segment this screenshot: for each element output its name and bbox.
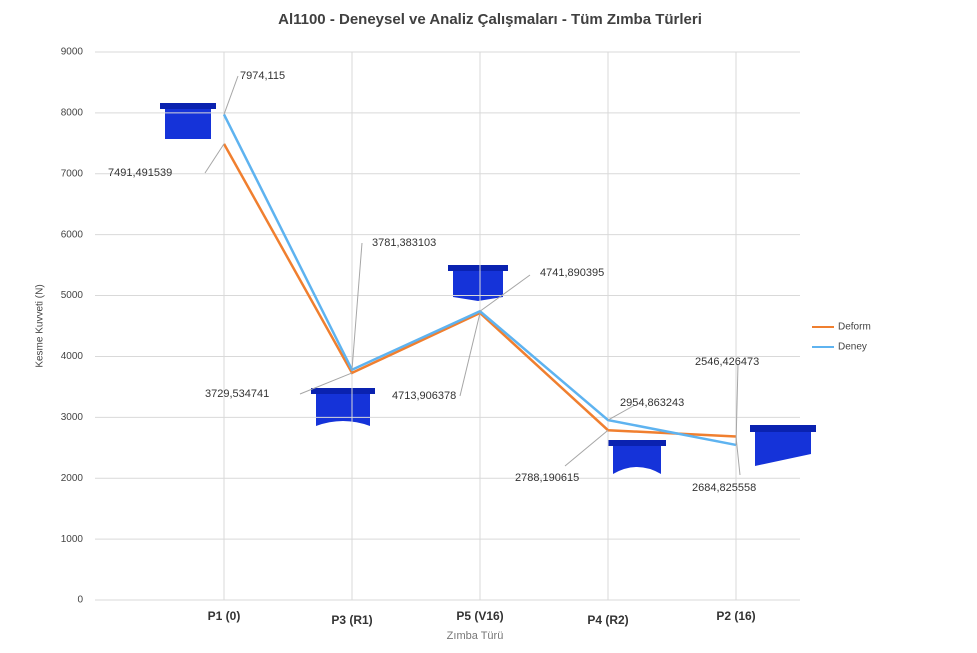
punch-icons — [160, 103, 816, 474]
x-tick-label: P3 (R1) — [331, 613, 372, 627]
data-label: 4741,890395 — [540, 267, 604, 279]
y-tick-label: 6000 — [61, 229, 84, 240]
grid — [95, 51, 800, 601]
data-label: 2954,863243 — [620, 397, 684, 409]
data-label: 3729,534741 — [205, 388, 269, 400]
y-tick-label: 1000 — [61, 534, 84, 545]
y-tick-label: 0 — [77, 595, 83, 606]
y-tick-label: 4000 — [61, 351, 84, 362]
leader-line — [735, 363, 739, 445]
data-label: 2788,190615 — [515, 472, 579, 484]
leader-line — [459, 312, 481, 397]
series-line — [222, 143, 737, 438]
leader-line — [223, 75, 239, 115]
leader-line — [351, 242, 363, 370]
x-tick-label: P5 (V16) — [456, 609, 503, 623]
legend-label: Deform — [838, 322, 871, 333]
data-label: 2684,825558 — [692, 482, 756, 494]
x-tick-label: P2 (16) — [716, 609, 755, 623]
leader-line — [479, 274, 531, 312]
x-tick-label: P1 (0) — [208, 609, 241, 623]
data-label: 7491,491539 — [108, 167, 172, 179]
data-label: 7974,115 — [240, 70, 285, 82]
y-tick-label: 3000 — [61, 412, 84, 423]
y-tick-label: 8000 — [61, 108, 84, 119]
y-tick-label: 5000 — [61, 290, 84, 301]
legend-label: Deney — [838, 342, 867, 353]
chart-title: Al1100 - Deneysel ve Analiz Çalışmaları … — [278, 11, 702, 28]
series-line — [222, 113, 737, 447]
x-axis-label: Zımba Türü — [447, 630, 504, 642]
leader-line — [607, 404, 636, 421]
y-axis-label: Kesme Kuvveti (N) — [35, 284, 46, 367]
y-tick-label: 7000 — [61, 168, 84, 179]
leader-line — [204, 143, 225, 174]
leader-line — [735, 436, 741, 476]
leader-line — [564, 429, 609, 467]
data-label: 4713,906378 — [392, 390, 456, 402]
data-label: 2546,426473 — [695, 356, 759, 368]
leader-line — [299, 372, 353, 395]
y-tick-label: 9000 — [61, 47, 84, 58]
data-label: 3781,383103 — [372, 237, 436, 249]
x-tick-label: P4 (R2) — [587, 613, 628, 627]
y-tick-label: 2000 — [61, 473, 84, 484]
